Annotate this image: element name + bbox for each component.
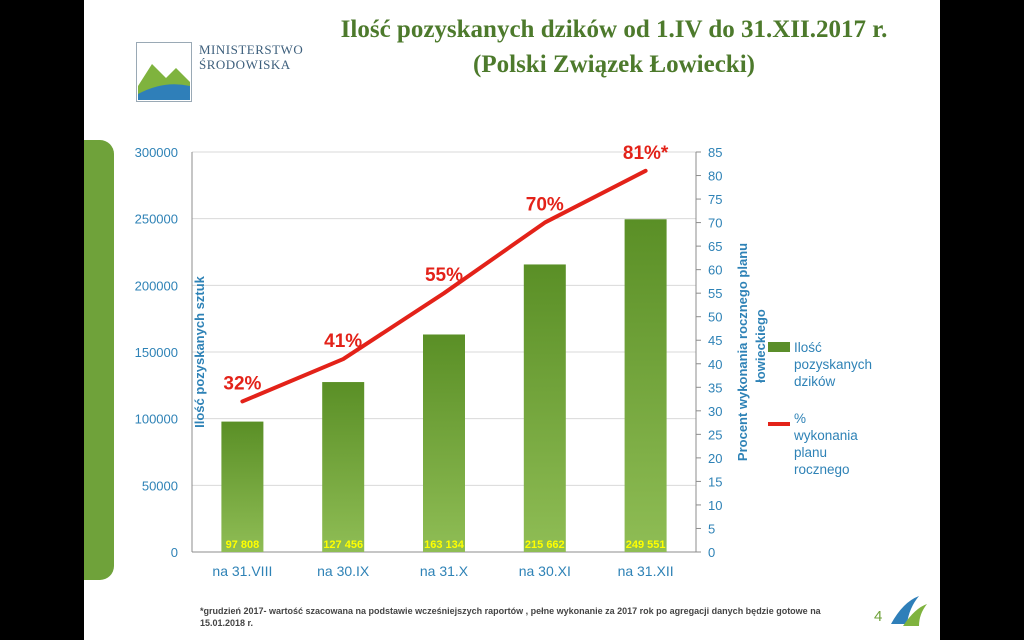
y2-tick-label: 40	[708, 357, 722, 372]
bar	[322, 382, 365, 552]
y2-tick-label: 55	[708, 286, 722, 301]
legend-line-label: wykonania	[793, 428, 858, 443]
y2-tick-label: 85	[708, 145, 722, 160]
y2-tick-label: 45	[708, 333, 722, 348]
line-value-label: 41%	[324, 331, 362, 352]
y2-tick-label: 50	[708, 310, 722, 325]
y-tick-label: 300000	[135, 145, 178, 160]
y2-axis-label-line1: Procent wykonania rocznego planu	[735, 243, 750, 461]
legend-bar-label: pozyskanych	[794, 357, 872, 372]
y-tick-label: 150000	[135, 345, 178, 360]
slide-title: Ilość pozyskanych dzików od 1.IV do 31.X…	[340, 16, 888, 78]
bar	[221, 421, 264, 552]
legend-bar-swatch	[768, 342, 790, 352]
y2-tick-label: 10	[708, 498, 722, 513]
line-value-label: 32%	[223, 373, 261, 394]
x-tick-label: na 31.VIII	[212, 563, 272, 579]
legend-bar-label: Ilość	[794, 340, 822, 355]
ministry-logo-mark-icon	[136, 42, 192, 102]
bar	[423, 334, 465, 552]
slide: MINISTERSTWO ŚRODOWISKA Ilość pozyskanyc…	[84, 0, 940, 640]
y2-tick-label: 75	[708, 192, 722, 207]
y2-tick-label: 25	[708, 427, 722, 442]
x-tick-label: na 30.XI	[519, 563, 571, 579]
y2-tick-label: 65	[708, 239, 722, 254]
y-tick-label: 50000	[142, 478, 178, 493]
y-tick-label: 0	[171, 545, 178, 560]
footnote: *grudzień 2017- wartość szacowana na pod…	[200, 606, 821, 628]
bar-value-label: 97 808	[226, 539, 260, 551]
y2-tick-label: 5	[708, 521, 715, 536]
legend-line-label: planu	[794, 445, 827, 460]
bar-value-label: 215 662	[525, 539, 565, 551]
corner-logo-icon	[891, 596, 927, 626]
x-tick-label: na 31.X	[420, 563, 469, 579]
y2-axis-label-line2: łowieckiego	[753, 309, 768, 383]
line-value-label: 70%	[526, 195, 564, 216]
legend-line-label: %	[794, 411, 806, 426]
ministry-logo: MINISTERSTWO ŚRODOWISKA	[136, 42, 336, 104]
legend-line-label: rocznego	[794, 462, 850, 477]
slide-accent-tab	[84, 140, 114, 580]
y-tick-label: 250000	[135, 212, 178, 227]
bar	[624, 219, 667, 553]
chart: 0 50000 100000 150000 200000 250000 300000 0 5 10…	[135, 143, 872, 579]
y-tick-label: 100000	[135, 412, 178, 427]
y2-tick-label: 0	[708, 545, 715, 560]
y-tick-label: 200000	[135, 278, 178, 293]
line-value-label: 55%	[425, 265, 463, 286]
ministry-logo-line1: MINISTERSTWO	[199, 42, 304, 57]
x-tick-label: na 30.IX	[317, 563, 370, 579]
y2-tick-label: 80	[708, 169, 722, 184]
bar-value-label: 163 134	[424, 539, 465, 551]
y2-tick-label: 30	[708, 404, 722, 419]
bar-value-label: 249 551	[626, 539, 666, 551]
line-value-label: 81%*	[623, 143, 669, 164]
y2-tick-label: 15	[708, 474, 722, 489]
ministry-logo-line2: ŚRODOWISKA	[199, 57, 291, 72]
x-tick-label: na 31.XII	[618, 563, 674, 579]
bar	[523, 264, 566, 552]
page-number: 4	[874, 608, 883, 625]
y-axis-label: Ilość pozyskanych sztuk	[192, 275, 207, 427]
bar-value-label: 127 456	[323, 539, 363, 551]
line-series	[240, 168, 648, 404]
y2-tick-label: 70	[708, 216, 722, 231]
legend-bar-label: dzików	[794, 374, 836, 389]
y2-tick-label: 20	[708, 451, 722, 466]
y2-tick-label: 60	[708, 263, 722, 278]
y2-tick-label: 35	[708, 380, 722, 395]
